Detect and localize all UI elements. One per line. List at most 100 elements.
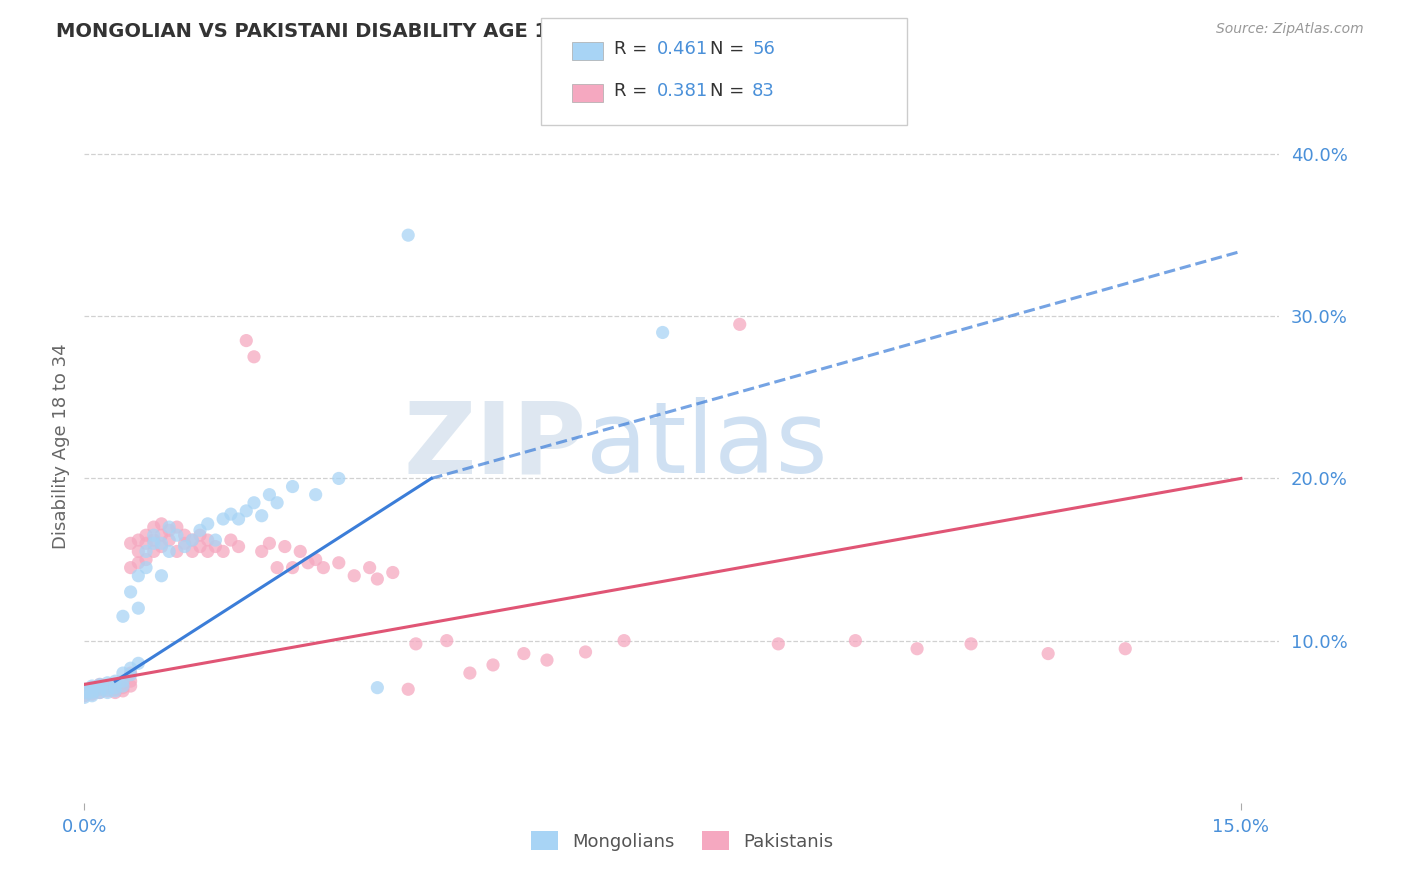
Point (150, 528, 173, 542)
Point (844, 633, 866, 648)
Point (396, 228, 419, 243)
Point (104, 677, 127, 691)
Text: ZIP: ZIP (404, 398, 586, 494)
Point (80, 679, 103, 693)
Point (111, 681, 134, 695)
Point (343, 568, 366, 582)
Point (104, 685, 127, 699)
Text: N =: N = (710, 40, 749, 58)
Point (104, 681, 127, 695)
Point (212, 544, 235, 558)
Point (111, 684, 134, 698)
Point (120, 679, 142, 693)
Point (235, 504, 257, 518)
Point (228, 540, 250, 554)
Point (80, 681, 103, 695)
Point (536, 653, 558, 667)
Point (728, 318, 751, 332)
Point (166, 528, 188, 542)
Point (396, 682, 419, 697)
Point (1114, 641, 1136, 656)
Point (613, 633, 636, 648)
Point (305, 552, 328, 566)
Point (482, 657, 505, 672)
Point (80, 684, 103, 698)
Point (197, 544, 219, 558)
Point (181, 544, 204, 558)
Point (328, 556, 350, 570)
Text: 0.381: 0.381 (657, 82, 707, 100)
Point (157, 524, 180, 538)
Point (328, 471, 350, 485)
Point (120, 560, 142, 574)
Point (173, 536, 195, 550)
Point (281, 479, 304, 493)
Point (173, 528, 195, 542)
Point (142, 536, 165, 550)
Point (111, 609, 134, 624)
Legend: Mongolians, Pakistanis: Mongolians, Pakistanis (523, 824, 841, 858)
Point (127, 568, 149, 582)
Point (305, 488, 328, 502)
Point (135, 536, 157, 550)
Point (104, 684, 127, 698)
Point (142, 528, 165, 542)
Point (188, 540, 211, 554)
Point (135, 544, 157, 558)
Point (89, 677, 111, 691)
Point (127, 657, 149, 671)
Point (73, 685, 96, 699)
Point (181, 533, 204, 547)
Point (312, 560, 335, 574)
Point (89, 677, 111, 691)
Point (89, 682, 111, 697)
Point (366, 681, 388, 695)
Point (204, 533, 226, 547)
Point (188, 528, 211, 542)
Point (228, 512, 250, 526)
Point (96, 679, 118, 693)
Point (259, 536, 281, 550)
Point (135, 528, 157, 542)
Point (219, 507, 242, 521)
Point (135, 552, 157, 566)
Point (96, 685, 118, 699)
Text: atlas: atlas (586, 398, 828, 494)
Point (905, 641, 928, 656)
Point (768, 637, 790, 651)
Point (142, 544, 165, 558)
Point (120, 666, 142, 681)
Point (157, 520, 180, 534)
Point (266, 496, 288, 510)
Point (243, 350, 266, 364)
Point (111, 675, 134, 690)
Point (96, 681, 118, 695)
Point (80, 681, 103, 695)
Text: Source: ZipAtlas.com: Source: ZipAtlas.com (1216, 22, 1364, 37)
Point (166, 544, 188, 558)
Point (96, 682, 118, 697)
Point (73, 690, 96, 705)
Point (574, 645, 596, 659)
Point (166, 520, 188, 534)
Point (173, 540, 195, 554)
Point (80, 685, 103, 699)
Point (281, 560, 304, 574)
Point (89, 679, 111, 693)
Text: 0.461: 0.461 (657, 40, 707, 58)
Y-axis label: Disability Age 18 to 34: Disability Age 18 to 34 (52, 343, 70, 549)
Point (120, 667, 142, 681)
Point (405, 637, 427, 651)
Text: 56: 56 (752, 40, 775, 58)
Point (96, 675, 118, 690)
Point (259, 488, 281, 502)
Point (513, 647, 536, 661)
Point (150, 540, 173, 554)
Point (127, 544, 149, 558)
Point (150, 516, 173, 531)
Point (157, 533, 180, 547)
Point (436, 633, 458, 648)
Point (73, 682, 96, 697)
Point (120, 674, 142, 689)
Point (142, 520, 165, 534)
